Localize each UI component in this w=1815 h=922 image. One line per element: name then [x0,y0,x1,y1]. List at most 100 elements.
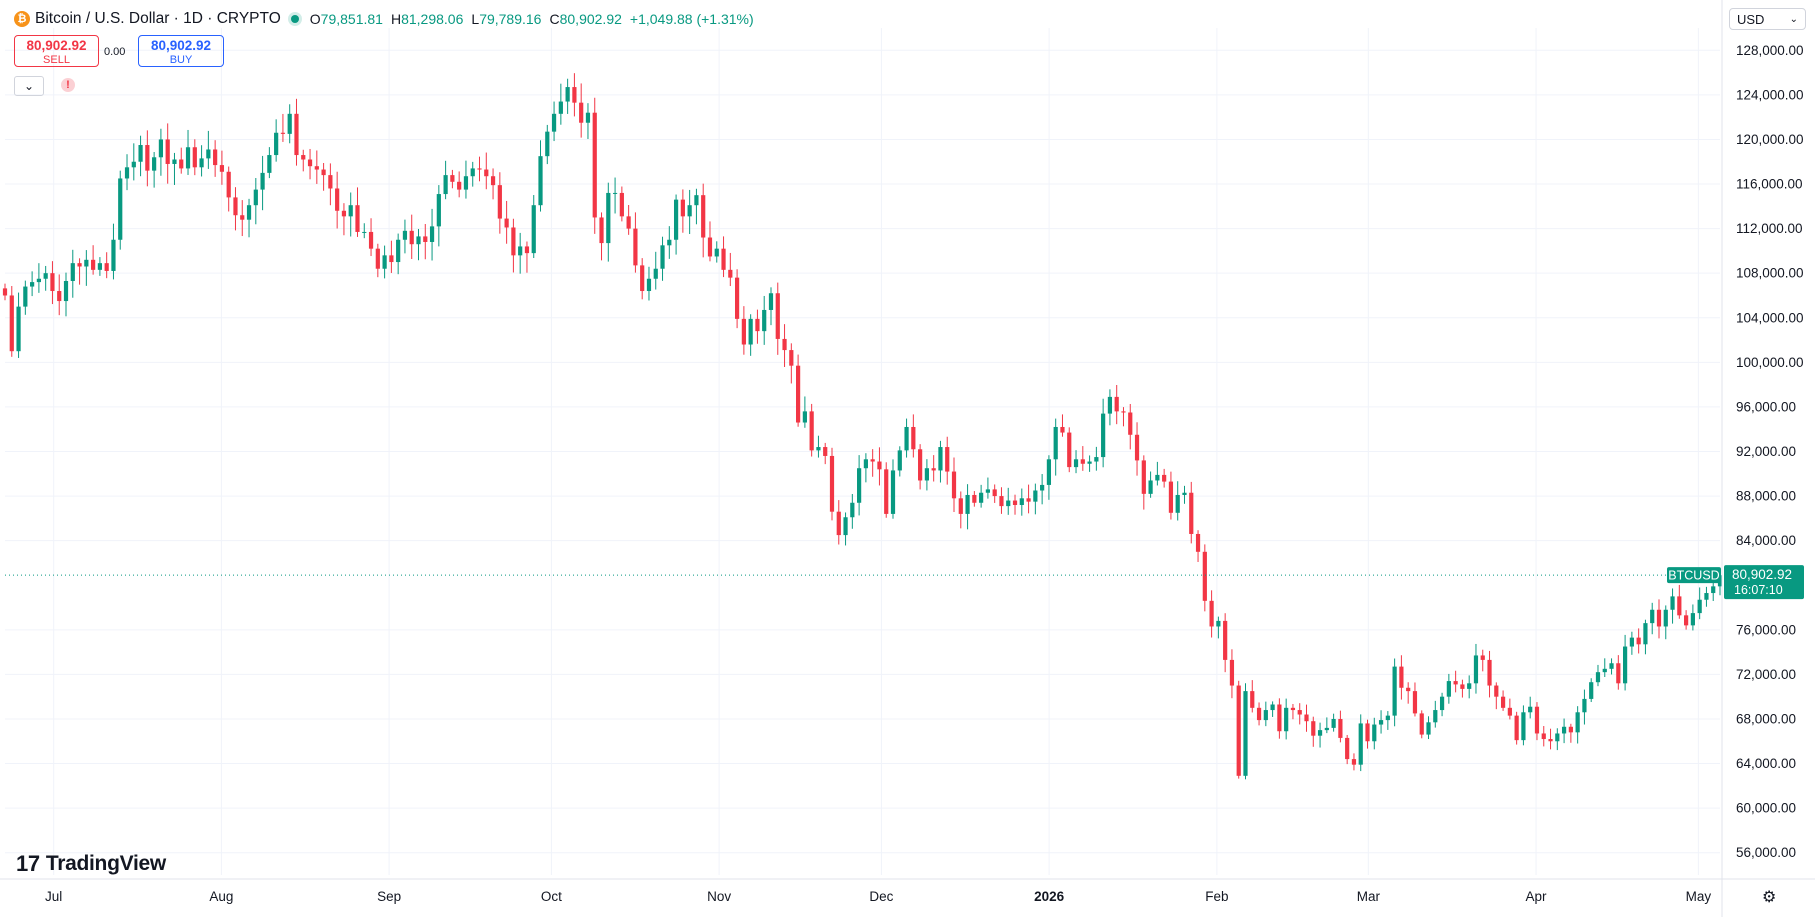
candle-body [321,169,326,176]
change-value: +1,049.88 (+1.31%) [629,11,754,27]
candle-body [1561,726,1567,734]
candle [124,154,130,191]
candle [768,287,774,326]
candle [748,314,753,356]
sell-button[interactable]: 80,902.92 SELL [14,35,99,67]
candle [551,101,557,142]
candle [1419,710,1424,739]
candle-body [857,468,862,503]
candle [1073,450,1079,474]
candle [1534,702,1540,741]
candle-body [1426,722,1431,735]
candle [1141,455,1146,510]
candle [382,245,387,279]
candle [1223,613,1228,673]
candle [972,491,977,507]
candle [1433,700,1438,728]
warning-icon[interactable]: ! [61,78,75,92]
candle-body [572,87,577,103]
chevron-down-icon: ⌄ [23,79,35,93]
candle [870,449,875,477]
candle-body [287,113,292,134]
candle-body [612,192,618,194]
candle-body [1392,666,1397,716]
candle [1697,587,1702,620]
candle [911,414,916,458]
candle [565,78,570,114]
open-label: O [309,11,321,27]
candle-body [1236,685,1241,776]
candle-body [606,192,611,244]
candle [1263,701,1268,727]
last-price-value: 80,902.92 [1732,567,1792,582]
candle [1304,704,1309,732]
candle-body [680,199,685,217]
candle [1101,398,1106,468]
candle [328,163,333,206]
candle-body [1643,623,1648,645]
market-status-icon[interactable] [290,15,299,23]
candle-body [1216,620,1221,627]
candle-body [1589,682,1594,699]
candle [999,487,1004,514]
candle-body [911,426,916,450]
candle-body [450,175,455,182]
candle-body [267,155,272,173]
candle [538,140,543,212]
x-tick-label: Apr [1526,889,1548,904]
candle-body [124,167,130,179]
candle [714,241,719,263]
x-tick-label: 2026 [1034,889,1065,904]
candle [850,493,855,529]
candle [1656,599,1662,639]
countdown-timer: 16:07:10 [1734,583,1783,597]
candle [741,306,746,355]
candle [1358,714,1363,772]
candle [226,166,231,212]
candle-body [1690,613,1695,626]
candle [1094,446,1099,471]
candle [1040,474,1045,505]
close-label: C [549,11,560,27]
buy-label: BUY [169,54,193,66]
candle-body [1399,666,1404,688]
candle [1277,698,1282,739]
y-tick-label: 60,000.00 [1736,801,1796,816]
candle [219,150,225,185]
collapse-legend-button[interactable]: ⌄ [14,76,44,96]
candle-body [1026,498,1031,502]
candle-body [1053,426,1058,460]
y-tick-label: 88,000.00 [1736,489,1796,504]
candle-body [1284,707,1289,732]
candle [823,442,828,465]
candle-body [1446,681,1451,697]
candle [436,185,441,247]
buy-button[interactable]: 80,902.92 BUY [138,35,224,67]
candle-body [1080,459,1085,464]
candle [1155,461,1160,486]
currency-value: USD [1737,11,1765,27]
gear-icon[interactable]: ⚙ [1762,889,1777,906]
candle-body [1514,715,1519,741]
candle-body [1575,712,1580,733]
candle [1690,604,1695,631]
candle-body [328,175,333,189]
candle [1595,664,1601,687]
currency-select[interactable]: USD ⌄ [1729,8,1806,30]
candle-body [77,263,82,267]
candle-body [145,145,150,171]
candle [1372,717,1377,750]
candle-body [836,511,841,536]
tradingview-logo[interactable]: 17 TradingView [16,851,166,877]
candle-body [1528,706,1533,713]
symbol-title[interactable]: Bitcoin / U.S. Dollar · 1D · CRYPTO [35,10,281,27]
candle [463,160,469,199]
candle [1162,468,1167,488]
candle-body [1460,684,1465,689]
candle-body [16,306,21,352]
candle [836,500,841,545]
candle [782,324,787,367]
